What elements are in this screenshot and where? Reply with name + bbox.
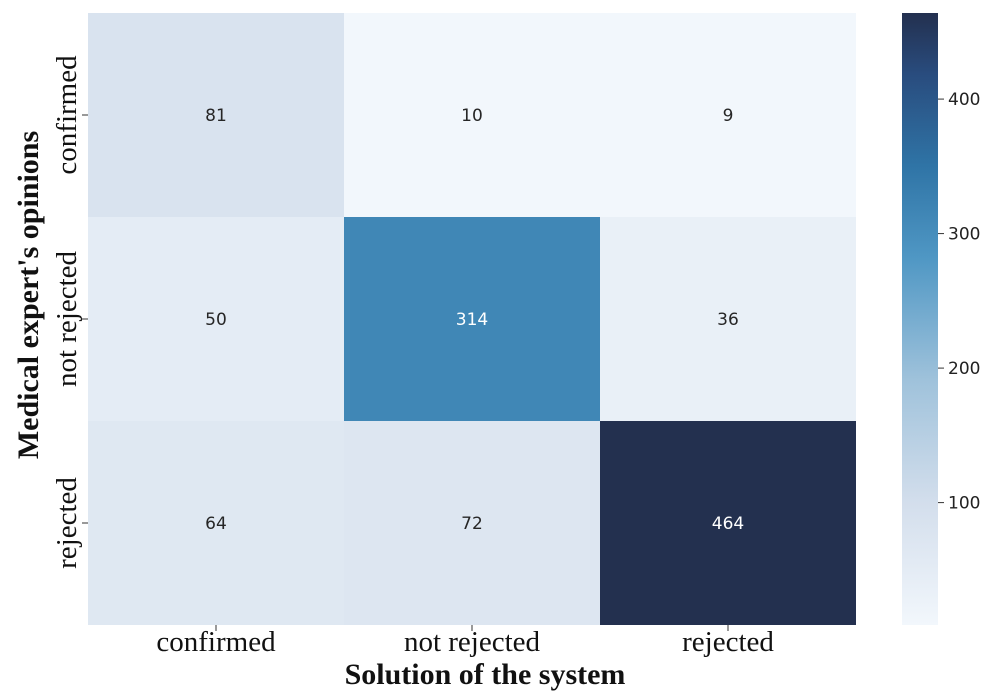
colorbar-tick-label: 400: [948, 90, 980, 110]
cell-value-label: 314: [456, 310, 488, 330]
colorbar: [902, 13, 938, 625]
cell-value-label: 36: [717, 310, 739, 330]
colorbar-tick-label: 200: [948, 359, 980, 379]
heatmap-cell-r0-c2: [600, 13, 856, 217]
colorbar-tick-label: 100: [948, 494, 980, 514]
cell-value-label: 81: [205, 106, 227, 126]
cell-value-label: 50: [205, 310, 227, 330]
y-category-label: not rejected: [51, 250, 83, 387]
colorbar-ticks: 100 200 300 400: [938, 90, 980, 514]
heatmap-cell-r2-c0: [88, 421, 344, 625]
y-category-labels: confirmed not rejected rejected: [51, 55, 88, 569]
heatmap-cell-r0-c1: [344, 13, 600, 217]
x-axis-title: Solution of the system: [345, 658, 626, 691]
heatmap-cell-r1-c0: [88, 217, 344, 421]
x-category-labels: confirmed not rejected rejected: [156, 625, 774, 658]
y-category-label: confirmed: [51, 55, 83, 175]
x-category-label: rejected: [682, 626, 774, 658]
cell-value-label: 10: [461, 106, 483, 126]
heatmap-cell-r1-c1: [344, 217, 600, 421]
heatmap-cells: 81 10 9 50 314 36 64 72 464: [88, 13, 856, 625]
cell-value-label: 72: [461, 514, 483, 534]
y-category-label: rejected: [51, 477, 83, 569]
cell-value-label: 9: [723, 106, 734, 126]
y-axis-title: Medical expert's opinions: [12, 131, 45, 459]
heatmap-cell-r1-c2: [600, 217, 856, 421]
heatmap-cell-r2-c2: [600, 421, 856, 625]
heatmap-cell-r2-c1: [344, 421, 600, 625]
x-category-label: not rejected: [404, 626, 541, 658]
cell-value-label: 464: [712, 514, 744, 534]
x-category-label: confirmed: [156, 626, 276, 658]
heatmap-cell-r0-c0: [88, 13, 344, 217]
colorbar-tick-label: 300: [948, 225, 980, 245]
cell-value-label: 64: [205, 514, 227, 534]
